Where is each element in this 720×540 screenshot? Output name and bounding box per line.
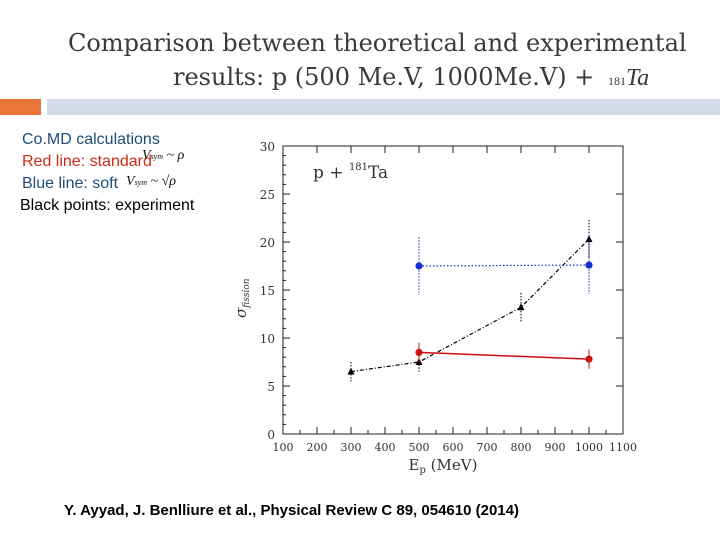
title-line-2: results: p (500 Me.V, 1000Me.V) + 181Ta: [40, 60, 700, 95]
x-tick-label: 1000: [575, 441, 603, 454]
data-point-standard: [415, 348, 423, 356]
blue-formula: Vsym ~ √ρ: [126, 174, 176, 189]
legend-comd: Co.MD calculations: [22, 131, 160, 148]
plot-frame: [282, 145, 624, 435]
y-tick-label: 20: [260, 236, 275, 250]
y-tick-label: 5: [267, 380, 275, 394]
title-isotope-mass: 181: [607, 74, 626, 88]
legend-red-line: Red line: standard Vsym ~ ρ: [22, 148, 194, 173]
x-tick-label: 200: [307, 441, 328, 454]
y-tick-label: 25: [260, 188, 275, 202]
x-tick-label: 600: [443, 441, 464, 454]
reference-citation: Y. Ayyad, J. Benlliure et al., Physical …: [64, 502, 519, 519]
series-line-soft: [418, 264, 590, 267]
y-tick-label: 0: [267, 428, 275, 442]
title-line-2-text: results: p (500 Me.V, 1000Me.V) +: [173, 63, 595, 91]
accent-bar-blue: [47, 99, 720, 115]
red-formula: Vsym ~ ρ: [142, 148, 185, 163]
fission-cross-section-chart: 100 200 300 400 500 600 700 800 900 1000 1100 0 5 10 1…: [232, 140, 637, 476]
x-tick-label: 900: [545, 441, 566, 454]
legend-block: Co.MD calculations Red line: standard Vs…: [20, 129, 195, 217]
series-line-standard: [418, 351, 590, 360]
data-point-standard: [585, 355, 593, 363]
slide-title: Comparison between theoretical and exper…: [40, 26, 700, 95]
legend-blue-text: Blue line: soft: [22, 175, 119, 192]
y-axis-label: σfission: [232, 278, 252, 318]
chart-inset-label: p + 181Ta: [313, 162, 388, 183]
title-isotope-symbol: Ta: [625, 65, 650, 91]
x-tick-label: 1100: [609, 441, 637, 454]
y-tick-label: 30: [260, 140, 275, 154]
x-tick-label: 500: [409, 441, 430, 454]
title-isotope: 181Ta: [602, 65, 649, 91]
x-tick-label: 800: [511, 441, 532, 454]
y-tick-label: 15: [260, 284, 275, 298]
data-point-soft: [415, 262, 423, 270]
title-line-1: Comparison between theoretical and exper…: [68, 29, 687, 57]
legend-red-text: Red line: standard: [22, 153, 152, 170]
legend-black-text: Black points: experiment: [20, 197, 195, 214]
legend-blue-line: Blue line: soft Vsym ~ √ρ: [22, 173, 194, 195]
x-tick-label: 300: [341, 441, 362, 454]
data-point-experiment: [347, 367, 355, 375]
series-line-experiment: [350, 238, 590, 373]
x-axis-label: Ep (MeV): [409, 456, 478, 476]
y-tick-label: 10: [260, 332, 275, 346]
x-tick-label: 100: [273, 441, 294, 454]
data-point-soft: [585, 261, 593, 269]
data-point-experiment: [585, 235, 593, 243]
x-tick-label: 700: [477, 441, 498, 454]
accent-bar-orange: [0, 99, 41, 115]
data-point-experiment: [517, 303, 525, 311]
x-tick-label: 400: [375, 441, 396, 454]
